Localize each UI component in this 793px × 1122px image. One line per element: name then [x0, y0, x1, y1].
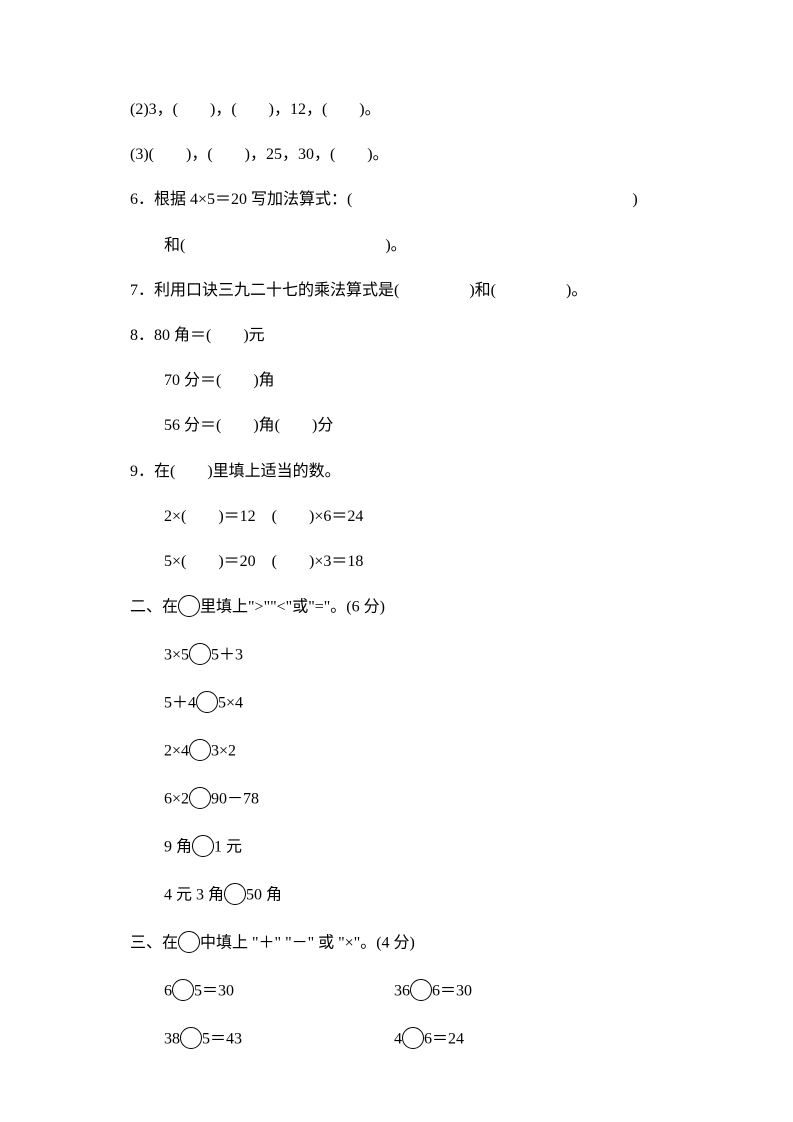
text: 5＝43: [202, 1031, 242, 1048]
text: 5＝30: [194, 983, 234, 1000]
text: 2×4: [164, 743, 189, 760]
text: 9．在( )里填上适当的数。: [130, 463, 341, 480]
s2-row3: 2×4 3×2: [130, 741, 663, 763]
text: 6＝24: [424, 1031, 464, 1048]
circle-icon: [189, 739, 211, 761]
text: 里填上">""<"或"="。(6 分): [200, 599, 385, 616]
circle-icon: [196, 691, 218, 713]
q7-line: 7．利用口诀三九二十七的乘法算式是( )和( )。: [130, 281, 663, 300]
s2-row6: 4 元 3 角 50 角: [130, 885, 663, 907]
s3-row2: 38 5＝43 4 6＝24: [130, 1029, 663, 1051]
s2-row5: 9 角 1 元: [130, 837, 663, 859]
text: 4 元 3 角: [164, 887, 224, 904]
text: 8．80 角＝( )元: [130, 327, 265, 344]
circle-icon: [402, 1027, 424, 1049]
circle-icon: [189, 643, 211, 665]
q8-line1: 8．80 角＝( )元: [130, 326, 663, 345]
text: 5×( )＝20 ( )×3＝18: [164, 553, 363, 570]
text: ): [632, 191, 637, 208]
q5-line3: (3)( )，( )，25，30，( )。: [130, 145, 663, 164]
text: 4: [394, 1031, 402, 1048]
s2-row4: 6×2 90－78: [130, 789, 663, 811]
circle-icon: [192, 835, 214, 857]
section2-title: 二、在 里填上">""<"或"="。(6 分): [130, 597, 663, 619]
text: (2)3，( )，( )，12，( )。: [130, 101, 381, 118]
circle-icon: [224, 883, 246, 905]
text: (3)( )，( )，25，30，( )。: [130, 146, 389, 163]
section3-title: 三、在 中填上 "＋" "－" 或 "×"。(4 分): [130, 933, 663, 955]
circle-icon: [180, 1027, 202, 1049]
text: 三、在: [130, 935, 178, 952]
text: 70 分＝( )角: [164, 372, 275, 389]
circle-icon: [178, 931, 200, 953]
text: )。: [385, 237, 406, 254]
q9-title: 9．在( )里填上适当的数。: [130, 462, 663, 481]
text: 6＝30: [432, 983, 472, 1000]
text: 90－78: [211, 791, 259, 808]
text: 6: [164, 983, 172, 1000]
s2-row1: 3×5 5＋3: [130, 645, 663, 667]
s3-cell: 6 5＝30: [164, 981, 394, 1003]
text: )。: [566, 282, 587, 299]
text: 36: [394, 983, 410, 1000]
text: 7．利用口诀三九二十七的乘法算式是(: [130, 282, 399, 299]
text: 中填上 "＋" "－" 或 "×"。(4 分): [200, 935, 415, 952]
circle-icon: [178, 595, 200, 617]
q8-line3: 56 分＝( )角( )分: [130, 416, 663, 435]
s3-cell: 4 6＝24: [394, 1029, 464, 1051]
q6-line2: 和( )。: [130, 236, 663, 255]
circle-icon: [172, 979, 194, 1001]
text: 6．根据 4×5＝20 写加法算式：(: [130, 191, 352, 208]
q8-line2: 70 分＝( )角: [130, 371, 663, 390]
text: 5＋4: [164, 695, 196, 712]
text: 6×2: [164, 791, 189, 808]
text: 1 元: [214, 839, 242, 856]
text: 3×2: [211, 743, 236, 760]
q9-line2: 5×( )＝20 ( )×3＝18: [130, 552, 663, 571]
s3-cell: 38 5＝43: [164, 1029, 394, 1051]
text: 和(: [164, 237, 185, 254]
text: 50 角: [246, 887, 282, 904]
s3-cell: 36 6＝30: [394, 981, 472, 1003]
text: 56 分＝( )角( )分: [164, 417, 333, 434]
text: 5＋3: [211, 647, 243, 664]
text: )和(: [469, 282, 496, 299]
text: 二、在: [130, 599, 178, 616]
circle-icon: [189, 787, 211, 809]
circle-icon: [410, 979, 432, 1001]
text: 3×5: [164, 647, 189, 664]
q6-line1: 6．根据 4×5＝20 写加法算式：(): [130, 190, 663, 209]
text: 38: [164, 1031, 180, 1048]
text: 5×4: [218, 695, 243, 712]
s3-row1: 6 5＝30 36 6＝30: [130, 981, 663, 1003]
text: 9 角: [164, 839, 192, 856]
text: 2×( )＝12 ( )×6＝24: [164, 508, 363, 525]
s2-row2: 5＋4 5×4: [130, 693, 663, 715]
q9-line1: 2×( )＝12 ( )×6＝24: [130, 507, 663, 526]
q5-line2: (2)3，( )，( )，12，( )。: [130, 100, 663, 119]
